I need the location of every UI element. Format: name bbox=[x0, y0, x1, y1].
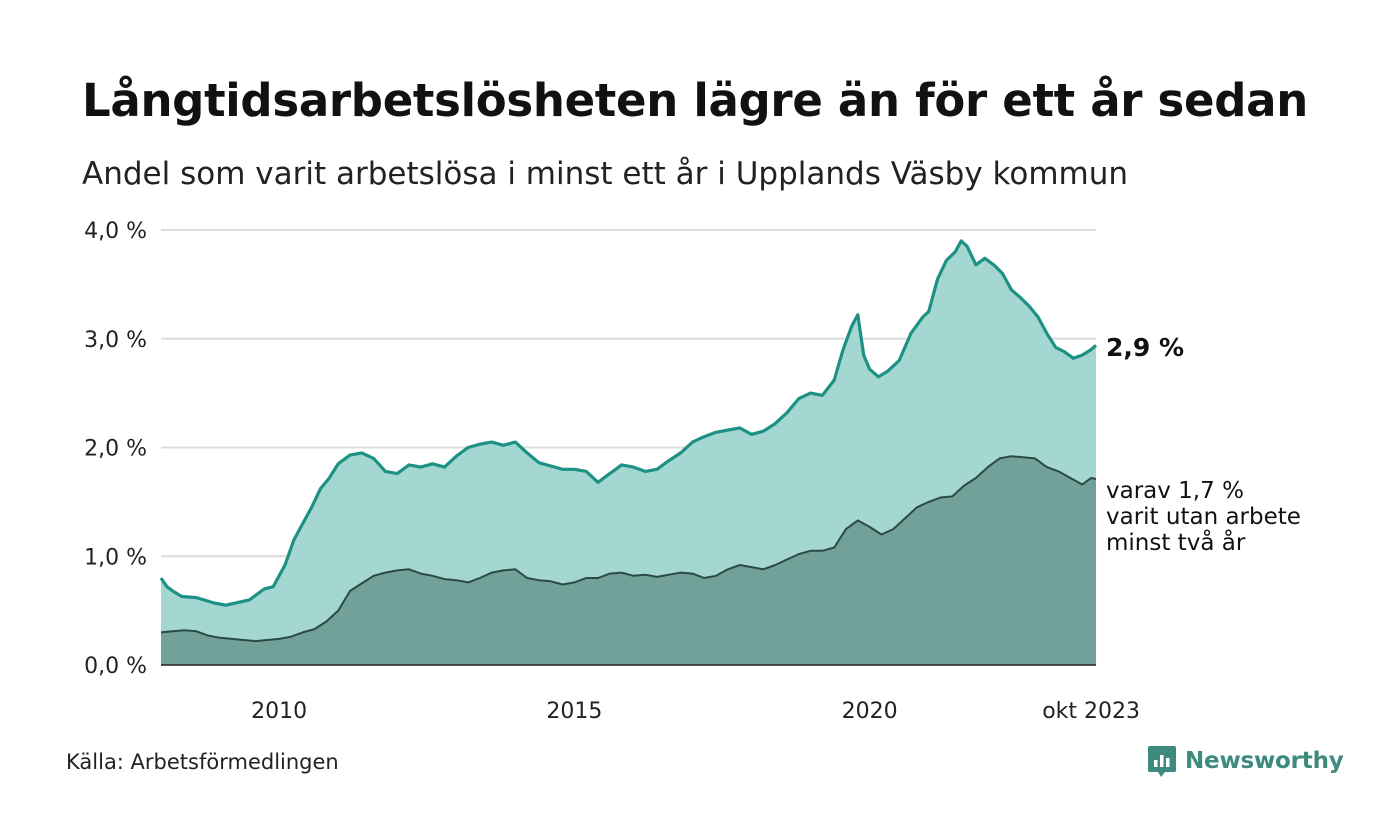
brand-name: Newsworthy bbox=[1185, 748, 1344, 774]
total-value-label: 2,9 % bbox=[1106, 333, 1184, 362]
area-layer bbox=[159, 239, 1098, 665]
brand-logo: Newsworthy bbox=[1147, 744, 1344, 778]
sub-area bbox=[161, 456, 1096, 665]
y-tick-label: 3,0 % bbox=[84, 328, 147, 353]
y-tick-label: 1,0 % bbox=[84, 545, 147, 570]
y-tick-label: 0,0 % bbox=[84, 654, 147, 679]
sub-label-line-1: varav 1,7 % bbox=[1106, 478, 1244, 504]
y-tick-label: 2,0 % bbox=[84, 437, 147, 462]
sub-value-label: varav 1,7 % varit utan arbete minst två … bbox=[1106, 478, 1308, 556]
x-tick-label: okt 2023 bbox=[1042, 699, 1140, 724]
source-note: Källa: Arbetsförmedlingen bbox=[66, 750, 339, 774]
sub-label-line-3: minst två år bbox=[1106, 528, 1246, 556]
x-tick-label: 2010 bbox=[251, 699, 307, 724]
sub-line bbox=[160, 455, 1097, 643]
total-line bbox=[159, 239, 1098, 607]
axis-layer: 0,0 % 1,0 % 2,0 % 3,0 % 4,0 % 2010 2015 2020 okt… bbox=[84, 219, 1140, 724]
x-tick-label: 2015 bbox=[546, 699, 602, 724]
chart-title: Långtidsarbetslösheten lägre än för ett … bbox=[82, 74, 1308, 127]
chart-subtitle: Andel som varit arbetslösa i minst ett å… bbox=[82, 156, 1129, 192]
y-tick-label: 4,0 % bbox=[84, 219, 147, 244]
newsworthy-logo-icon bbox=[1148, 746, 1176, 777]
x-tick-label: 2020 bbox=[842, 699, 898, 724]
sub-label-line-2: varit utan arbete bbox=[1106, 504, 1301, 530]
